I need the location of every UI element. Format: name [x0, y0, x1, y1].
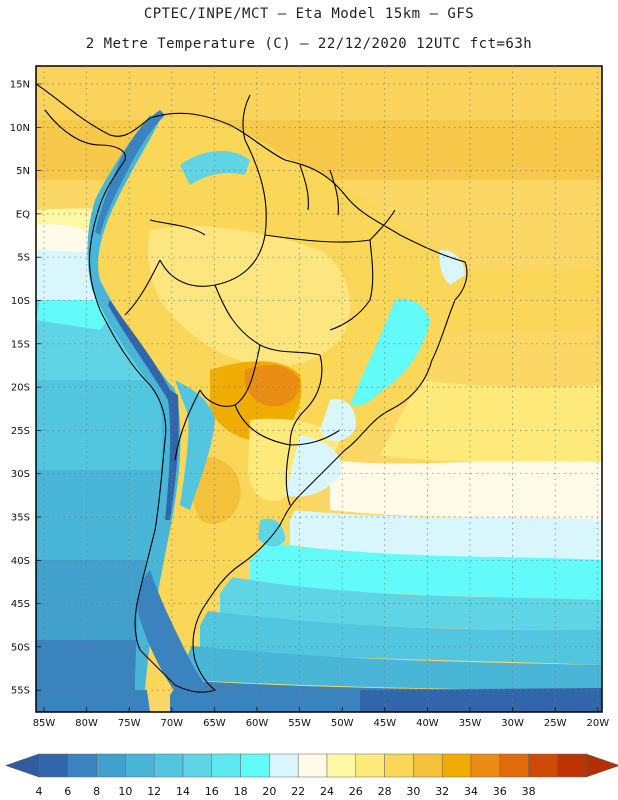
- colorbar-label: 30: [406, 785, 420, 798]
- lat-label: 15N: [10, 80, 30, 91]
- lon-label: 60W: [246, 718, 269, 729]
- colorbar-swatch: [557, 753, 587, 778]
- lat-label: 15S: [11, 339, 30, 350]
- colorbar-left-arrow: [5, 753, 40, 778]
- colorbar-swatch: [67, 753, 97, 778]
- lon-label: 50W: [331, 718, 354, 729]
- title-line-2: 2 Metre Temperature (C) – 22/12/2020 12U…: [85, 36, 533, 52]
- lat-label: 20S: [11, 383, 30, 394]
- lon-label: 75W: [118, 718, 141, 729]
- colorbar-swatch: [297, 753, 328, 778]
- colorbar-label: 8: [93, 785, 100, 798]
- colorbar-label: 6: [64, 785, 71, 798]
- colorbar-swatch: [38, 753, 69, 778]
- colorbar-swatch: [96, 753, 126, 778]
- lat-label: 30S: [11, 469, 30, 480]
- colorbar-swatch: [499, 753, 529, 778]
- lon-label: 65W: [203, 718, 226, 729]
- colorbar-swatch: [413, 753, 443, 778]
- colorbar-label: 26: [349, 785, 363, 798]
- colorbar-label: 18: [234, 785, 248, 798]
- colorbar-swatch: [211, 753, 241, 778]
- longitude-labels: 85W 80W 75W 70W 65W 60W 55W 50W 45W 40W 35W 30W 25W 2…: [33, 718, 610, 729]
- colorbar-label: 32: [435, 785, 449, 798]
- colorbar-swatch: [240, 753, 270, 778]
- colorbar-label: 10: [118, 785, 132, 798]
- title-line-1: CPTEC/INPE/MCT – Eta Model 15km – GFS: [143, 6, 475, 22]
- map-field: [36, 66, 602, 712]
- colorbar: 4 6 8 10 12 14 16 18 20 22 24 26 28 30 32 34 36 38: [5, 753, 618, 798]
- lat-label: 5S: [17, 253, 30, 264]
- lat-label: 50S: [11, 642, 30, 653]
- colorbar-swatch: [384, 753, 414, 778]
- colorbar-label: 12: [147, 785, 161, 798]
- lon-label: 45W: [373, 718, 396, 729]
- lat-label: 25S: [11, 426, 30, 437]
- lon-label: 80W: [75, 718, 98, 729]
- lat-label: 45S: [11, 599, 30, 610]
- colorbar-swatch: [153, 753, 184, 778]
- colorbar-label: 22: [291, 785, 305, 798]
- colorbar-swatch: [470, 753, 501, 778]
- map-frame: [35, 65, 603, 713]
- colorbar-swatch: [269, 753, 299, 778]
- colorbar-label: 24: [320, 785, 334, 798]
- colorbar-label: 34: [464, 785, 478, 798]
- lon-label: 55W: [288, 718, 311, 729]
- colorbar-label: 36: [493, 785, 507, 798]
- lon-label: 30W: [501, 718, 524, 729]
- lat-label: 5N: [16, 166, 30, 177]
- colorbar-label: 28: [378, 785, 392, 798]
- lat-label: 55S: [11, 686, 30, 697]
- lat-label: 40S: [11, 556, 30, 567]
- lon-label: 40W: [416, 718, 439, 729]
- lon-label: 20W: [586, 718, 609, 729]
- colorbar-swatch: [326, 753, 357, 778]
- colorbar-swatch: [182, 753, 213, 778]
- latitude-labels: 15N 10N 5N EQ 5S 10S 15S 20S 25S 30S 35S 40S 45S 50S 5…: [10, 80, 30, 697]
- lon-label: 70W: [160, 718, 183, 729]
- coastline: [36, 83, 468, 693]
- colorbar-swatch: [441, 753, 472, 778]
- colorbar-right-arrow: [585, 753, 618, 778]
- colorbar-label: 38: [522, 785, 536, 798]
- lon-label: 85W: [33, 718, 56, 729]
- colorbar-swatch: [355, 753, 385, 778]
- colorbar-swatch: [528, 753, 558, 778]
- colorbar-label: 20: [262, 785, 276, 798]
- lon-label: 35W: [459, 718, 482, 729]
- lat-label: 35S: [11, 513, 30, 524]
- colorbar-swatch: [125, 753, 155, 778]
- colorbar-label: 4: [36, 785, 43, 798]
- graticule: [36, 66, 602, 712]
- lon-label: 25W: [544, 718, 567, 729]
- lat-label: 10S: [11, 296, 30, 307]
- lat-label: EQ: [16, 209, 30, 220]
- colorbar-label: 14: [176, 785, 190, 798]
- lat-label: 10N: [10, 123, 30, 134]
- colorbar-label: 16: [205, 785, 219, 798]
